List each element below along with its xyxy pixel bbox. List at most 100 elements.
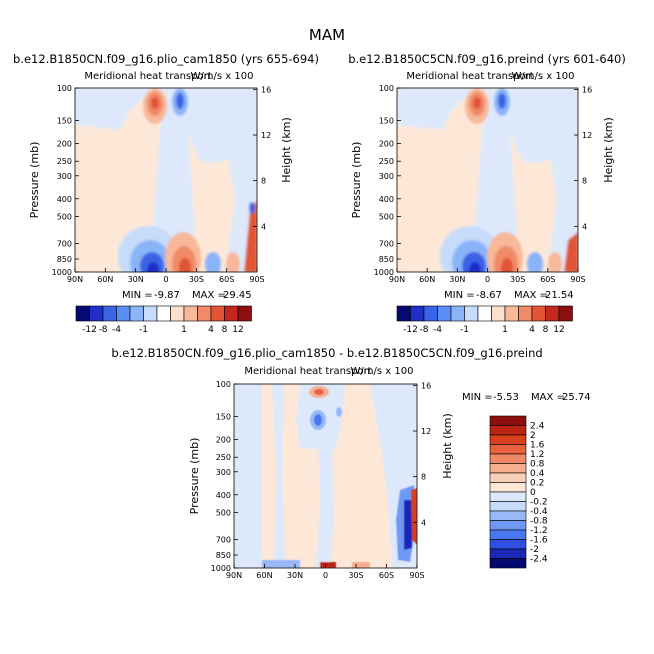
y-tick-label: 1000	[374, 268, 394, 277]
x-tick-label: 90N	[226, 571, 242, 580]
panel-1-y-axis: 100 150 200 250 300 400 500 700 850 1000	[52, 84, 79, 277]
colorbar-box	[489, 434, 527, 445]
colorbar-label: -8	[420, 325, 429, 335]
height-tick-label: 16	[421, 381, 431, 390]
y-tick-label: 300	[57, 172, 72, 181]
figure-title: MAM	[309, 26, 345, 44]
panel-2-height-axis: 16 12 8 4	[574, 85, 592, 231]
colorbar-box	[558, 305, 573, 322]
y-tick-label: 300	[216, 468, 231, 477]
y-tick-label: 400	[57, 195, 72, 204]
panel-3-min-value: -5.53	[493, 392, 519, 403]
colorbar-box	[489, 548, 527, 559]
panel-1-upper-red-core	[151, 97, 159, 109]
panel-3-red-cell-core	[314, 389, 324, 395]
height-tick-label: 8	[582, 177, 587, 186]
y-tick-label: 250	[379, 157, 394, 166]
y-tick-label: 200	[57, 139, 72, 148]
panel-2-lower-red-small	[548, 252, 562, 272]
x-tick-label: 60N	[256, 571, 272, 580]
y-tick-label: 150	[57, 116, 72, 125]
panel-2-colorbar: -12 -8 -4 -1 1 4 8 12	[396, 305, 573, 335]
x-tick-label: 0	[485, 275, 490, 284]
panel-1-title: Meridional heat transport	[84, 71, 211, 82]
y-tick-label: 200	[379, 139, 394, 148]
x-tick-label: 60S	[379, 571, 394, 580]
colorbar-label: -4	[112, 325, 121, 335]
x-tick-label: 90N	[389, 275, 405, 284]
colorbar-label: -0.8	[530, 517, 548, 527]
colorbar-label: 1	[502, 325, 508, 335]
panel-2-blue-right	[544, 120, 578, 272]
panel-2-blue-region	[397, 88, 578, 163]
panel-3-surface-red	[320, 562, 336, 568]
y-tick-label: 150	[216, 412, 231, 421]
colorbar-label: 4	[529, 325, 535, 335]
panel-1-min-label: MIN =	[122, 290, 153, 301]
x-tick-label: 30S	[348, 571, 363, 580]
colorbar-box	[489, 453, 527, 464]
y-tick-label: 1000	[52, 268, 72, 277]
colorbar-box	[224, 305, 239, 322]
colorbar-box	[489, 539, 527, 550]
colorbar-box	[489, 529, 527, 540]
colorbar-label: -2.4	[530, 555, 548, 565]
x-tick-label: 60S	[540, 275, 555, 284]
panel-3-height-axis: 16 12 8 4	[413, 381, 431, 527]
x-tick-label: 30N	[287, 571, 303, 580]
panel-2-min-value: -8.67	[476, 290, 502, 301]
y-tick-label: 700	[57, 239, 72, 248]
panel-2-ylabel-right: Height (km)	[602, 117, 615, 183]
panel-3-polar-blue-core	[404, 500, 412, 550]
panel-1-colorbar: -12 -8 -4 -1 1 4 8 12	[75, 305, 252, 335]
panel-1-x-axis: 90N 60N 30N 0 30S 60S 90S	[67, 268, 265, 284]
height-tick-label: 4	[582, 222, 587, 231]
panel-3-surface-blue	[262, 560, 300, 568]
y-tick-label: 100	[57, 84, 72, 93]
panel-1-max-value: 29.45	[223, 290, 252, 301]
y-tick-label: 200	[216, 435, 231, 444]
colorbar-label: 1.2	[530, 450, 544, 460]
x-tick-label: 30N	[128, 275, 144, 284]
colorbar-label: 0.4	[530, 469, 545, 479]
panel-3-title: Meridional heat transport	[244, 366, 371, 377]
x-tick-label: 0	[163, 275, 168, 284]
colorbar-box	[116, 305, 131, 322]
colorbar-box	[489, 520, 527, 531]
x-tick-label: 30S	[510, 275, 525, 284]
panel-3-blue-cell-core	[314, 414, 322, 426]
panel-1-lower-red-core	[179, 258, 191, 272]
panel-3-y-axis: 100 150 200 250 300 400 500 700 850 1000	[211, 380, 238, 573]
colorbar-label: -8	[99, 325, 108, 335]
panel-1-ylabel: Pressure (mb)	[28, 142, 41, 219]
panel-1-field	[75, 88, 257, 272]
panel-1-lower-blue-core	[147, 262, 159, 272]
colorbar-label: -0.2	[530, 498, 548, 508]
panel-3-blue-strip-a	[272, 384, 286, 568]
panel-2: b.e12.B1850C5CN.f09_g16.preind (yrs 601-…	[348, 52, 626, 335]
colorbar-box	[491, 305, 506, 322]
panel-2-title: Meridional heat transport	[406, 71, 533, 82]
y-tick-label: 250	[216, 453, 231, 462]
height-tick-label: 12	[261, 131, 271, 140]
y-tick-label: 500	[216, 509, 231, 518]
panel-3-max-value: 25.74	[562, 392, 591, 403]
panel-1-lower-red-small	[226, 252, 240, 272]
y-tick-label: 400	[379, 195, 394, 204]
colorbar-box	[237, 305, 252, 322]
panel-2-lower-blue-core	[469, 262, 481, 272]
height-tick-label: 12	[582, 131, 592, 140]
colorbar-box	[396, 305, 411, 322]
colorbar-label: 1	[181, 325, 187, 335]
panel-1-upper-blue-core	[176, 93, 184, 109]
colorbar-label: 2.4	[530, 422, 545, 432]
y-tick-label: 150	[379, 116, 394, 125]
colorbar-label: -1.6	[530, 536, 548, 546]
colorbar-label: -2	[530, 545, 539, 555]
colorbar-box	[489, 491, 527, 502]
y-tick-label: 300	[379, 172, 394, 181]
panel-3-min-label: MIN =	[462, 392, 493, 403]
panel-3-header: b.e12.B1850CN.f09_g16.plio_cam1850 - b.e…	[111, 346, 542, 360]
colorbar-box	[531, 305, 546, 322]
